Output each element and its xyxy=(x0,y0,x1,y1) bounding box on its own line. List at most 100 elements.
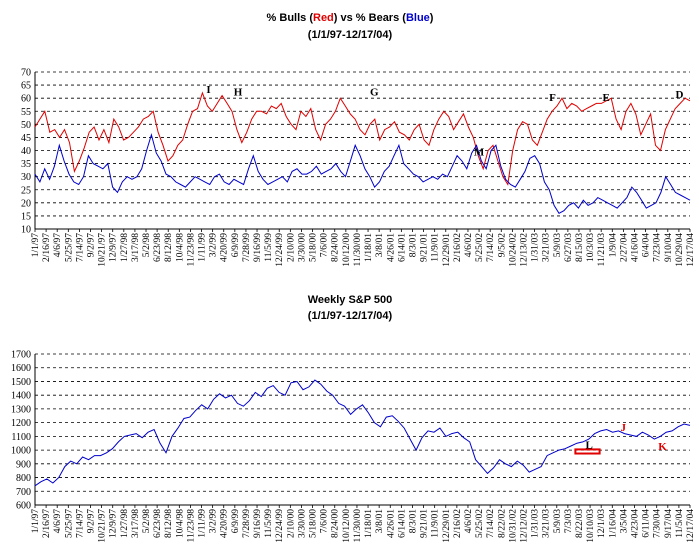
y-tick-label: 10 xyxy=(21,225,31,236)
annotation-label: K xyxy=(658,441,667,453)
x-tick-label: 1/11/99 xyxy=(198,509,208,538)
y-tick-label: 65 xyxy=(21,81,31,92)
x-tick-label: 11/23/98 xyxy=(186,509,196,543)
sp500-chart: 600 700 800 900 1000 1100 1200 1300 1400 1500 1600… xyxy=(11,350,696,543)
y-tick-label: 35 xyxy=(21,159,31,170)
x-tick-label: 12/24/99 xyxy=(275,233,285,267)
x-tick-label: 6/14/01 xyxy=(397,509,407,538)
x-tick-label: 3/17/98 xyxy=(131,233,141,262)
x-tick-label: 1/18/01 xyxy=(364,509,374,538)
x-tick-label: 2/27/04 xyxy=(619,233,629,262)
x-tick-label: 10/4/98 xyxy=(175,509,185,538)
x-tick-label: 9/16/99 xyxy=(253,509,263,538)
x-tick-label: 9/2/97 xyxy=(87,233,97,258)
series-line-1 xyxy=(34,132,691,214)
x-tick-label: 12/29/01 xyxy=(442,233,452,267)
y-tick-label: 1400 xyxy=(11,391,31,402)
x-tick-label: 5/9/03 xyxy=(553,509,563,534)
x-tick-label: 4/6/02 xyxy=(464,509,474,534)
x-tick-label: 11/30/00 xyxy=(353,233,363,267)
chart1-title-part: Blue xyxy=(406,12,430,24)
x-tick-label: 6/23/98 xyxy=(153,233,163,262)
y-tick-label: 1300 xyxy=(11,404,31,415)
x-tick-label: 12/9/97 xyxy=(109,233,119,262)
x-tick-label: 4/20/99 xyxy=(220,233,230,262)
y-tick-label: 15 xyxy=(21,211,31,222)
y-tick-label: 40 xyxy=(21,146,31,157)
x-tick-label: 6/14/01 xyxy=(397,233,407,262)
x-tick-label: 9/2/97 xyxy=(87,509,97,534)
x-tick-label: 3/2/99 xyxy=(209,509,219,534)
x-tick-label: 7/14/02 xyxy=(486,509,496,538)
x-tick-label: 5/25/02 xyxy=(475,233,485,262)
x-tick-label: 10/10/03 xyxy=(586,509,596,543)
x-tick-label: 12/29/01 xyxy=(442,509,452,543)
y-tick-label: 1000 xyxy=(11,446,31,457)
x-tick-label: 10/21/97 xyxy=(98,233,108,267)
annotation-label: M xyxy=(474,147,485,159)
annotation-label: H xyxy=(234,87,243,99)
x-tick-label: 7/14/97 xyxy=(75,509,85,538)
annotation-label: L xyxy=(585,440,592,452)
x-tick-label: 8/3/01 xyxy=(408,233,418,258)
x-tick-label: 7/23/04 xyxy=(653,233,663,262)
x-tick-label: 3/17/98 xyxy=(131,509,141,538)
x-tick-label: 7/30/04 xyxy=(653,509,663,538)
x-tick-label: 11/5/99 xyxy=(264,509,274,538)
x-tick-label: 7/14/02 xyxy=(486,233,496,262)
chart1-title-part: ) vs % Bears ( xyxy=(334,12,406,24)
x-tick-label: 3/30/00 xyxy=(297,509,307,538)
x-tick-label: 5/25/97 xyxy=(64,233,74,262)
x-tick-label: 2/16/02 xyxy=(453,233,463,262)
x-tick-label: 4/6/02 xyxy=(464,233,474,258)
x-tick-label: 7/28/99 xyxy=(242,509,252,538)
x-tick-label: 3/8/01 xyxy=(375,233,385,258)
x-tick-label: 9/17/04 xyxy=(664,509,674,538)
y-tick-label: 60 xyxy=(21,94,31,105)
x-tick-label: 2/10/00 xyxy=(286,233,296,262)
y-tick-label: 1200 xyxy=(11,418,31,429)
x-tick-label: 3/8/01 xyxy=(375,509,385,534)
x-tick-label: 10/29/04 xyxy=(675,233,685,267)
annotation-label: E xyxy=(602,92,609,104)
x-tick-label: 3/21/03 xyxy=(542,509,552,538)
x-tick-label: 7/14/97 xyxy=(75,233,85,262)
chart1-title-part: Red xyxy=(313,12,334,24)
chart1-subtitle: (1/1/97-12/17/04) xyxy=(308,29,393,41)
x-tick-label: 6/4/04 xyxy=(642,233,652,258)
x-tick-label: 9/5/02 xyxy=(497,233,507,258)
annotation-label: F xyxy=(549,92,556,104)
x-tick-label: 9/16/99 xyxy=(253,233,263,262)
x-tick-label: 7/3/03 xyxy=(564,509,574,534)
x-tick-label: 11/21/03 xyxy=(597,233,607,267)
x-tick-label: 4/6/97 xyxy=(53,509,63,534)
y-tick-label: 20 xyxy=(21,198,31,209)
chart1-title-part: ) xyxy=(430,12,434,24)
x-tick-label: 10/12/00 xyxy=(342,509,352,543)
x-tick-label: 3/21/03 xyxy=(542,233,552,262)
x-tick-label: 4/20/99 xyxy=(220,509,230,538)
x-tick-label: 6/23/98 xyxy=(153,509,163,538)
x-tick-label: 7/28/99 xyxy=(242,233,252,262)
x-tick-label: 11/23/98 xyxy=(186,233,196,267)
x-tick-label: 10/24/02 xyxy=(508,233,518,267)
x-tick-label: 1/31/03 xyxy=(531,233,541,262)
y-tick-label: 30 xyxy=(21,172,31,183)
x-tick-label: 1/11/99 xyxy=(198,233,208,262)
x-tick-label: 6/9/99 xyxy=(231,509,241,534)
chart2-title: Weekly S&P 500 xyxy=(308,294,393,306)
x-tick-label: 1/1/97 xyxy=(31,233,41,258)
x-tick-label: 5/25/97 xyxy=(64,509,74,538)
x-tick-label: 10/4/98 xyxy=(175,233,185,262)
annotation-label: I xyxy=(206,84,210,96)
x-tick-label: 12/1/03 xyxy=(597,509,607,538)
series-line-0 xyxy=(34,379,691,487)
x-tick-label: 7/6/00 xyxy=(320,233,330,258)
y-tick-label: 45 xyxy=(21,133,31,144)
x-tick-label: 6/11/04 xyxy=(642,509,652,538)
x-tick-label: 2/10/00 xyxy=(286,509,296,538)
x-tick-label: 1/1/97 xyxy=(31,509,41,534)
x-tick-label: 4/26/01 xyxy=(386,233,396,262)
x-tick-label: 4/16/04 xyxy=(630,233,640,262)
